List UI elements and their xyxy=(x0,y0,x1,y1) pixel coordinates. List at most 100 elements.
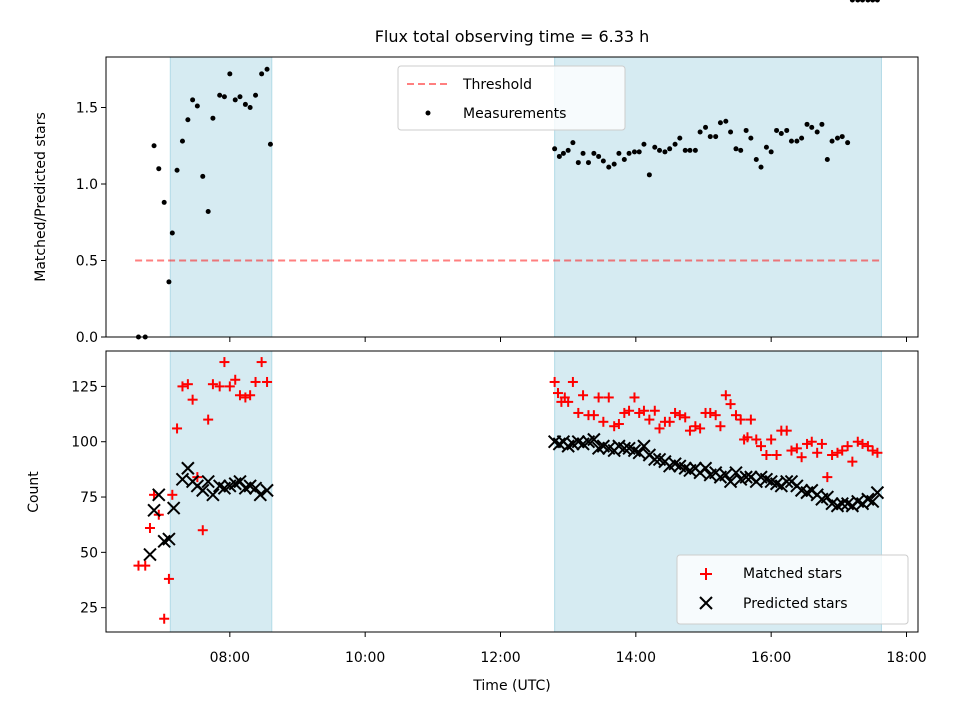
measurement-point xyxy=(819,121,825,127)
measurement-point xyxy=(753,157,759,163)
matched-star-point xyxy=(182,379,193,390)
matched-star-point xyxy=(613,419,624,430)
predicted-star-point xyxy=(206,488,220,502)
measurement-point xyxy=(794,138,800,144)
predicted-star-point xyxy=(648,452,662,467)
matched-star-point xyxy=(159,613,170,624)
top-y-tick-label: 0.5 xyxy=(76,253,98,269)
bottom-y-axis-label: Count xyxy=(26,471,42,513)
measurement-point xyxy=(200,173,206,179)
matched-star-point xyxy=(207,379,218,390)
measurement-point xyxy=(652,144,658,150)
matched-star-point xyxy=(172,423,183,434)
bottom-legend-box xyxy=(676,554,909,625)
predicted-star-point xyxy=(719,468,733,482)
matched-star-point xyxy=(578,390,589,401)
matched-star-point xyxy=(624,405,635,416)
matched-star-point xyxy=(214,381,225,392)
measurement-point xyxy=(713,134,719,140)
predicted-star-point xyxy=(260,483,274,498)
measurement-point xyxy=(169,230,175,236)
measurement-point xyxy=(253,92,259,98)
matched-star-point xyxy=(730,410,741,421)
predicted-star-point xyxy=(147,503,161,518)
matched-star-point xyxy=(670,407,681,418)
measurement-point xyxy=(667,146,673,152)
measurements-series xyxy=(135,0,880,340)
top-y-axis-label: Matched/Predicted stars xyxy=(33,112,49,282)
measurement-point xyxy=(600,158,606,164)
matched-star-point xyxy=(245,390,256,401)
measurement-point xyxy=(784,127,790,133)
matched-star-point xyxy=(751,434,762,445)
predicted-star-point xyxy=(201,474,215,489)
measurements-legend-swatch xyxy=(425,110,431,116)
matched-star-point xyxy=(262,376,273,387)
measurement-point xyxy=(259,71,265,77)
x-tick-label: 08:00 xyxy=(210,650,250,666)
measurement-point xyxy=(232,97,238,103)
predicted-star-point xyxy=(632,446,646,460)
matched-star-point xyxy=(684,425,695,436)
measurement-point xyxy=(788,138,794,144)
matched-star-point xyxy=(588,410,599,421)
matched-star-point xyxy=(842,441,853,452)
measurement-point xyxy=(677,135,683,141)
top-y-tick-label: 1.5 xyxy=(76,100,98,116)
matched-star-point xyxy=(563,396,574,407)
x-tick-label: 12:00 xyxy=(480,650,520,666)
measurement-point xyxy=(190,97,196,103)
matched-star-point xyxy=(664,416,675,427)
measurement-point xyxy=(874,0,880,3)
measurement-point xyxy=(687,147,693,153)
measurement-point xyxy=(672,141,678,147)
measurement-point xyxy=(703,124,709,130)
matched-star-point xyxy=(256,357,267,368)
measurement-point xyxy=(185,117,191,123)
bottom-legend: Matched stars Predicted stars xyxy=(676,554,909,625)
bottom-y-tick-label: 125 xyxy=(71,379,98,395)
x-tick-label: 14:00 xyxy=(616,650,656,666)
measurement-point xyxy=(763,144,769,150)
chart-title: Flux total observing time = 6.33 h xyxy=(375,27,650,46)
predicted-star-point xyxy=(698,461,713,475)
matched-star-point xyxy=(872,447,883,458)
measurement-point xyxy=(237,94,243,100)
measurement-point xyxy=(692,147,698,153)
matched-star-point xyxy=(234,390,245,401)
bottom-y-tick-label: 50 xyxy=(80,545,98,561)
matched-star-point xyxy=(619,407,630,418)
measurement-point xyxy=(748,135,754,141)
measurement-point xyxy=(631,149,637,155)
measurement-point xyxy=(151,143,157,149)
measurement-point xyxy=(860,0,866,3)
predicted-star-point xyxy=(780,474,794,489)
measurement-point xyxy=(217,92,223,98)
predicted-star-point xyxy=(152,488,166,502)
bottom-y-tick-label: 100 xyxy=(71,435,98,451)
matched-star-point xyxy=(549,376,560,387)
predicted-star-point xyxy=(870,485,885,500)
matched-star-point xyxy=(649,405,660,416)
measurement-point xyxy=(156,166,162,172)
measurement-point xyxy=(641,141,647,147)
matched-star-point xyxy=(862,441,873,452)
matched-star-point xyxy=(250,376,261,387)
predicted-stars-legend-label: Predicted stars xyxy=(743,596,848,612)
matched-star-point xyxy=(812,447,823,458)
measurement-point xyxy=(768,149,774,155)
measurement-point xyxy=(591,150,597,156)
matched-star-point xyxy=(690,421,701,432)
matched-star-point xyxy=(756,441,767,452)
matched-star-point xyxy=(827,449,838,460)
predicted-star-point xyxy=(739,470,753,484)
measurements-legend-label: Measurements xyxy=(463,106,566,122)
matched-star-point xyxy=(644,414,655,425)
measurement-point xyxy=(738,147,744,153)
measurement-point xyxy=(646,172,652,178)
matched-star-point xyxy=(654,423,665,434)
measurement-point xyxy=(662,149,668,155)
matched-star-point xyxy=(144,523,155,534)
predicted-star-point xyxy=(166,501,181,515)
